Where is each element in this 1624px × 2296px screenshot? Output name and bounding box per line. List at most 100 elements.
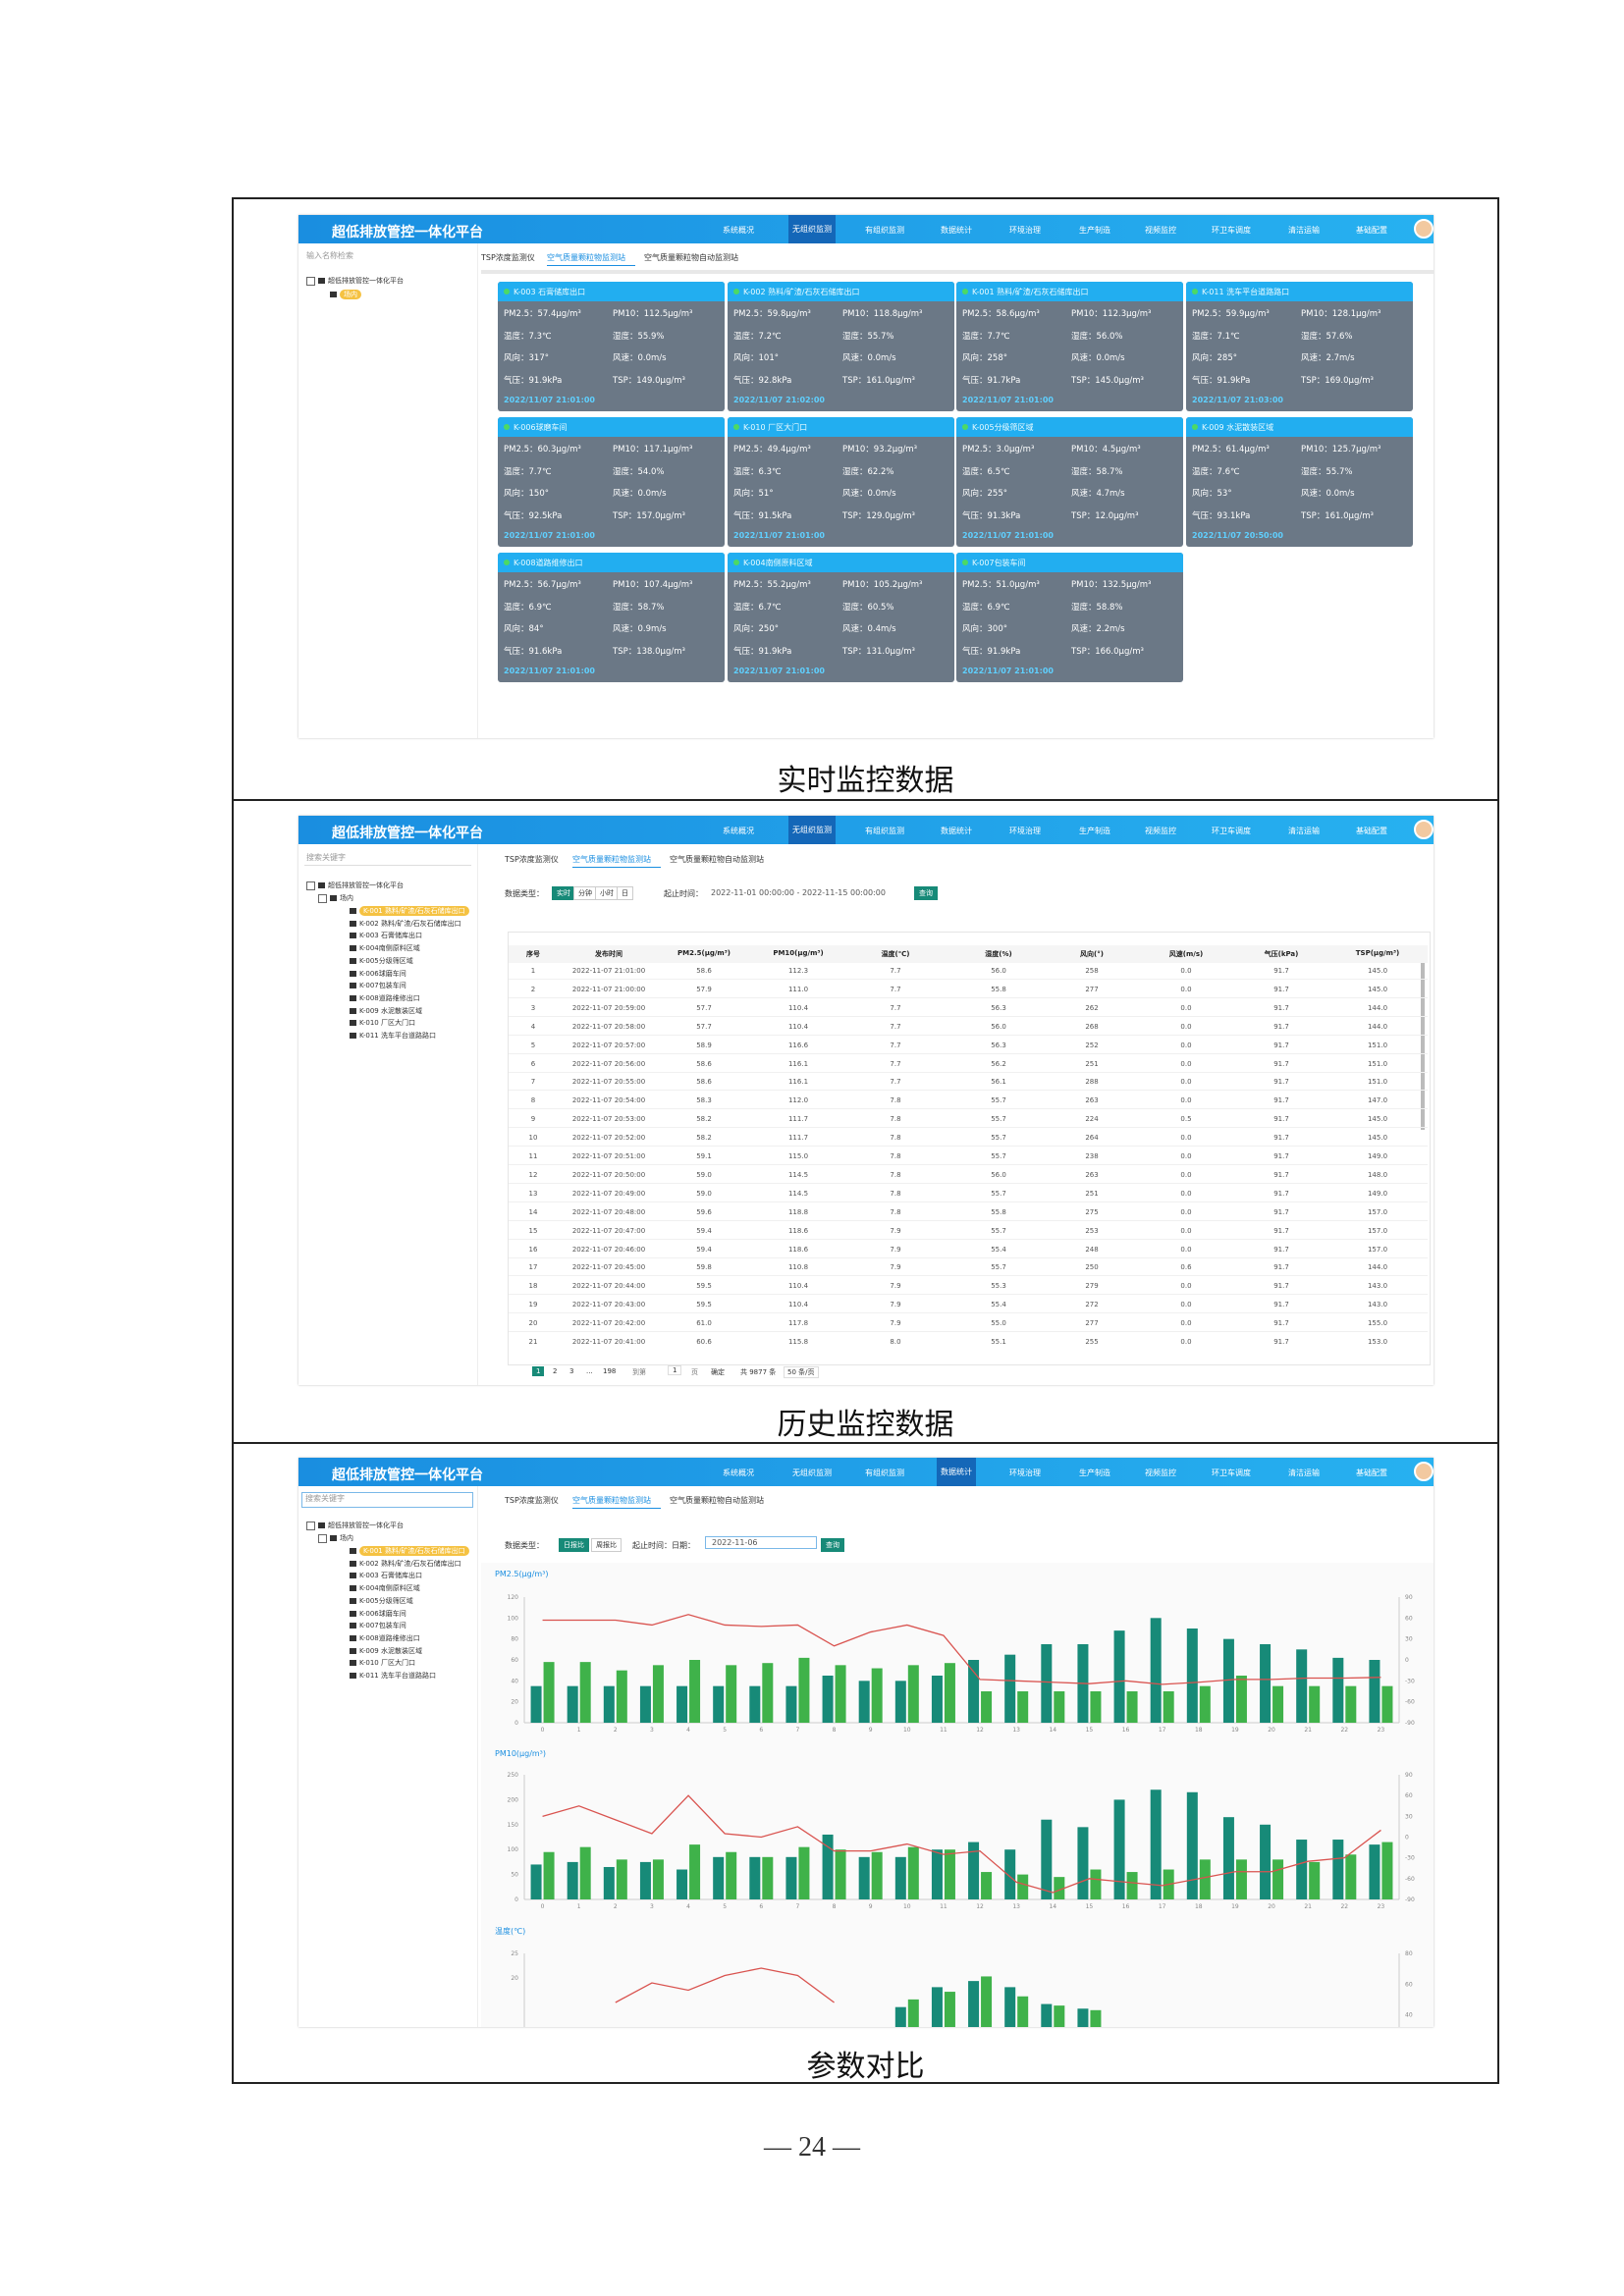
row-line (509, 1182, 1428, 1184)
tree-item: K-002 熟料/矿渣/石灰石储库出口 (359, 919, 461, 928)
table-cell: 91.7 (1273, 985, 1289, 993)
card-name: K-011 洗车平台道路路口 (1202, 288, 1290, 296)
card-field: 温度：7.6℃ (1192, 466, 1240, 477)
table-cell: 2022-11-07 20:41:00 (571, 1338, 646, 1346)
type-button: 日报比 (559, 1538, 589, 1552)
card-header: K-008道路维修出口 (498, 553, 725, 572)
card-field: PM2.5：56.7μg/m³ (504, 580, 581, 590)
nav-item: 无组织监测 (788, 215, 836, 243)
bar (1272, 1859, 1284, 1899)
card-field: PM2.5：3.0μg/m³ (962, 445, 1035, 454)
table-cell: 8.0 (890, 1338, 901, 1346)
tree-icon (330, 292, 337, 297)
line (615, 1967, 835, 2003)
table-cell: 2022-11-07 20:59:00 (571, 1003, 646, 1012)
card-field: 温度：6.5℃ (962, 466, 1010, 477)
table-cell: 59.6 (696, 1207, 712, 1216)
card-field: 风速：0.9m/s (613, 624, 667, 634)
card-field: PM10：112.3μg/m³ (1071, 309, 1152, 319)
bar (1369, 1844, 1380, 1899)
table-cell: 91.7 (1273, 1263, 1289, 1272)
bar (689, 1660, 701, 1723)
column-header: 湿度(%) (985, 950, 1012, 958)
table-box (508, 932, 1431, 1365)
bar (1332, 1657, 1344, 1723)
nav-item: 有组织监测 (865, 1468, 904, 1477)
bar (1090, 2009, 1102, 2027)
bar (1272, 1685, 1284, 1723)
table-cell: 10 (528, 1134, 538, 1143)
table-cell: 277 (1085, 985, 1099, 993)
x-tick-label: 12 (976, 1727, 984, 1734)
bar (1332, 1840, 1344, 1899)
x-tick-label: 12 (976, 1903, 984, 1910)
table-cell: 13 (528, 1189, 538, 1198)
x-tick-label: 17 (1159, 1727, 1166, 1734)
bar (1260, 1824, 1272, 1899)
table-cell: 4 (530, 1022, 536, 1031)
nav-item: 环境治理 (1009, 827, 1041, 835)
table-cell: 91.7 (1273, 1245, 1289, 1254)
bar (894, 2006, 906, 2027)
tree-icon (350, 1007, 356, 1014)
nav-item: 环卫车调度 (1212, 1468, 1251, 1477)
card-field: 湿度：55.7% (842, 331, 894, 342)
table-cell: 9 (530, 1115, 536, 1124)
card-time: 2022/11/07 21:02:00 (733, 396, 825, 404)
bar (931, 1849, 943, 1899)
table-cell: 144.0 (1367, 1022, 1388, 1031)
table-cell: 117.8 (787, 1319, 809, 1328)
table-cell: 91.7 (1273, 1041, 1289, 1049)
tree-item: K-011 洗车平台道路路口 (359, 1032, 436, 1040)
column-header: TSP(μg/m³) (1355, 949, 1400, 957)
table-cell: 59.5 (696, 1301, 712, 1309)
table-cell: 2022-11-07 20:50:00 (571, 1170, 646, 1179)
bar (1163, 1691, 1174, 1723)
table-cell: 59.5 (696, 1282, 712, 1291)
table-cell: 59.4 (696, 1245, 712, 1254)
table-cell: 55.0 (991, 1319, 1006, 1328)
table-cell: 91.7 (1273, 1059, 1289, 1068)
table-cell: 7.9 (890, 1245, 901, 1254)
table-cell: 7.7 (890, 1078, 901, 1087)
x-tick-label: 22 (1340, 1903, 1348, 1910)
tree-item: K-007包装车间 (359, 982, 406, 990)
card-header: K-006球磨车间 (498, 417, 725, 437)
tab: 空气质量颗粒物监测站 (547, 253, 625, 262)
tree-item: K-004南侧原料区域 (359, 1584, 420, 1593)
card-field: 气压：91.9kPa (504, 375, 563, 386)
row-line (509, 996, 1428, 998)
bar (968, 1842, 980, 1899)
table-cell: 112.3 (787, 967, 809, 975)
station-card: K-004南侧原料区域 PM2.5：55.2μg/m³ PM10：105.2μg/m… (728, 553, 954, 682)
tab-underline (572, 867, 661, 868)
bar (713, 1685, 725, 1723)
y-tick-label: 50 (511, 1872, 518, 1879)
table-cell: 110.4 (787, 1022, 809, 1031)
y2-tick-label: -60 (1405, 1876, 1415, 1883)
y2-tick-label: -30 (1405, 1678, 1415, 1684)
table-cell: 157.0 (1367, 1245, 1388, 1254)
x-tick-label: 7 (796, 1727, 800, 1734)
bar (798, 1657, 810, 1723)
bar (1186, 1629, 1198, 1723)
table-cell: 253 (1085, 1226, 1099, 1235)
card-field: 风速：0.0m/s (842, 353, 896, 363)
bar (1381, 1685, 1393, 1723)
row-line (509, 1034, 1428, 1036)
tree-item: K-010 厂区大门口 (359, 1659, 415, 1668)
table-cell: 91.7 (1273, 1096, 1289, 1105)
tree-icon (350, 1634, 356, 1641)
x-tick-label: 3 (650, 1727, 654, 1734)
divider (232, 1442, 1499, 1444)
table-cell: 91.7 (1273, 1301, 1289, 1309)
y2-tick-label: 80 (1405, 1950, 1413, 1957)
x-tick-label: 19 (1231, 1727, 1239, 1734)
nav-item: 无组织监测 (792, 1468, 832, 1477)
card-field: 风向：101° (733, 353, 779, 363)
table-cell: 145.0 (1367, 1134, 1388, 1143)
bar (1054, 1877, 1065, 1899)
chart-title: 温度(℃) (495, 1926, 525, 1936)
table-cell: 0.0 (1180, 1338, 1192, 1346)
screenshot: 超低排放管控一体化平台 系统概况 无组织监测 有组织监测 数据统计 环境治理 生产制造 视频监… (298, 1458, 1434, 2027)
